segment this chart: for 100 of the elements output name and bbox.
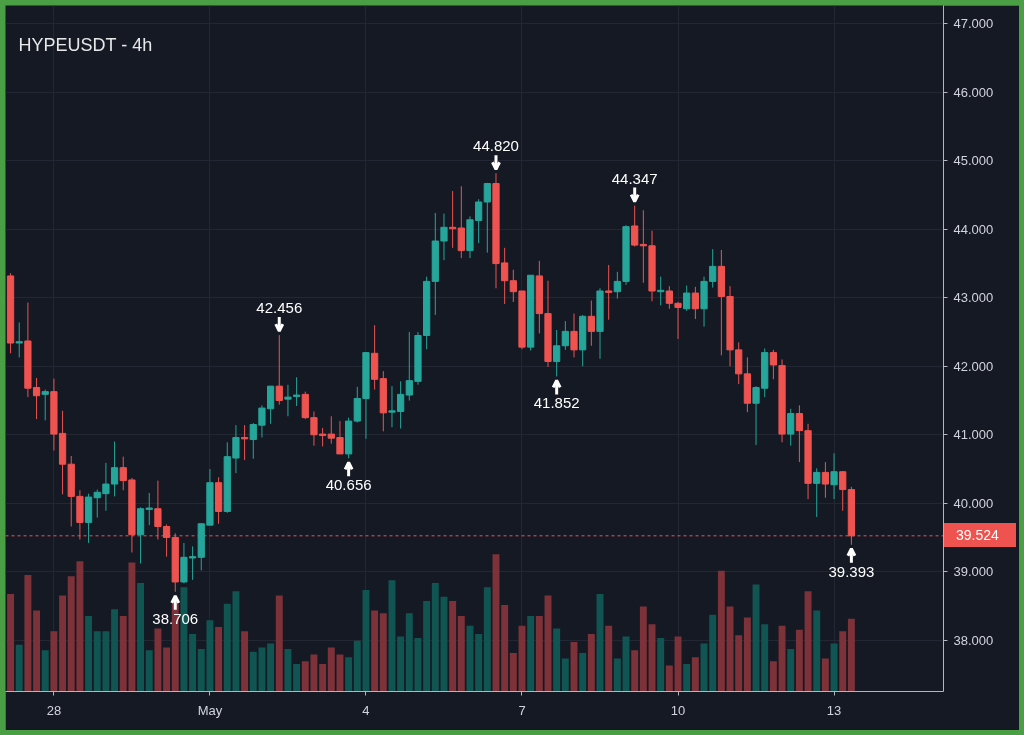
candlestick xyxy=(15,321,23,358)
bar xyxy=(379,613,387,692)
bar xyxy=(778,625,786,692)
candlestick xyxy=(821,461,830,499)
bar xyxy=(483,587,491,692)
bar xyxy=(345,657,353,692)
bar xyxy=(431,583,439,692)
y-tick-label: 40.000 xyxy=(953,495,994,511)
annotation: 42.456 xyxy=(256,299,303,317)
bar xyxy=(769,661,777,692)
y-tick-label: 44.000 xyxy=(953,221,994,237)
bar xyxy=(59,595,67,692)
bar xyxy=(7,594,15,692)
y-tick-label: 43.000 xyxy=(953,290,994,306)
text: HYPEUSDT - 4h xyxy=(18,34,153,55)
candlestick xyxy=(691,286,699,320)
candlestick xyxy=(275,334,283,406)
annotation: 44.820 xyxy=(473,137,519,155)
annotation: 38.706 xyxy=(152,609,199,627)
bar xyxy=(787,648,795,692)
candlestick xyxy=(683,285,691,312)
bar xyxy=(85,616,93,692)
candlestick xyxy=(457,185,465,259)
candlestick xyxy=(570,313,578,358)
bar xyxy=(15,644,23,692)
y-tick-label: 42.000 xyxy=(953,358,994,374)
bar xyxy=(830,643,838,692)
bar xyxy=(501,605,509,692)
ref-line-label: 39.524 xyxy=(944,523,1016,548)
bar xyxy=(743,617,751,692)
y-tick-label: 46.000 xyxy=(953,84,994,100)
bar xyxy=(24,574,32,692)
candlestick xyxy=(553,329,561,377)
bar xyxy=(587,633,595,692)
candlestick xyxy=(41,389,49,421)
bar xyxy=(613,658,621,692)
bar xyxy=(579,653,587,692)
annotation: 41.852 xyxy=(533,394,580,412)
candlestick xyxy=(813,467,821,518)
bar xyxy=(33,610,41,692)
bar xyxy=(821,658,829,692)
candlestick xyxy=(787,408,795,447)
annotation: 39.393 xyxy=(828,562,875,580)
candlestick xyxy=(240,424,249,461)
bar xyxy=(275,595,283,692)
bar xyxy=(631,650,639,692)
bar xyxy=(319,664,327,692)
annotation: 40.656 xyxy=(325,476,372,494)
bar xyxy=(691,657,699,692)
x-tick-label: 13 xyxy=(826,702,842,718)
bar xyxy=(423,600,431,692)
y-tick-label: 47.000 xyxy=(953,16,994,32)
bar xyxy=(449,600,457,692)
bar xyxy=(804,591,812,692)
candlestick xyxy=(605,264,613,321)
candlestick xyxy=(561,320,569,351)
y-tick-label: 39.000 xyxy=(953,564,994,580)
bar xyxy=(267,643,275,692)
bar xyxy=(839,631,847,692)
candlestick xyxy=(839,470,847,512)
bar xyxy=(137,583,145,692)
bar xyxy=(683,664,691,692)
bar xyxy=(717,570,725,692)
x-tick-label: 4 xyxy=(362,702,370,718)
bar xyxy=(111,609,119,692)
bar xyxy=(145,650,153,692)
x-tick-label: 28 xyxy=(46,702,62,718)
x-tick-label: 10 xyxy=(670,702,686,718)
bar xyxy=(293,664,301,692)
candlestick xyxy=(293,376,301,407)
bar xyxy=(50,631,58,692)
bar xyxy=(639,606,647,692)
bar xyxy=(41,650,49,692)
bar xyxy=(457,616,465,692)
candlestick xyxy=(587,300,595,347)
bar xyxy=(405,613,413,692)
bar xyxy=(154,628,162,692)
bar xyxy=(847,618,855,692)
candlestick xyxy=(284,384,292,417)
bar xyxy=(665,665,673,692)
bar xyxy=(605,625,613,692)
bar xyxy=(189,633,197,692)
y-tick-label: 38.000 xyxy=(953,632,994,648)
bar xyxy=(553,628,561,692)
bar xyxy=(561,658,569,692)
bar xyxy=(397,636,405,692)
bar xyxy=(475,633,483,692)
bar xyxy=(241,631,249,692)
bar xyxy=(657,637,665,692)
x-tick-label: 7 xyxy=(518,702,526,718)
bar xyxy=(509,653,517,692)
bar xyxy=(371,610,379,692)
y-tick-label: 45.000 xyxy=(953,153,994,169)
candlestick xyxy=(483,182,491,254)
annotation: 44.347 xyxy=(611,169,658,187)
y-tick-label: 41.000 xyxy=(953,427,994,443)
bar xyxy=(163,647,171,692)
bar xyxy=(527,616,535,692)
bar xyxy=(795,629,803,692)
bar xyxy=(284,648,292,692)
